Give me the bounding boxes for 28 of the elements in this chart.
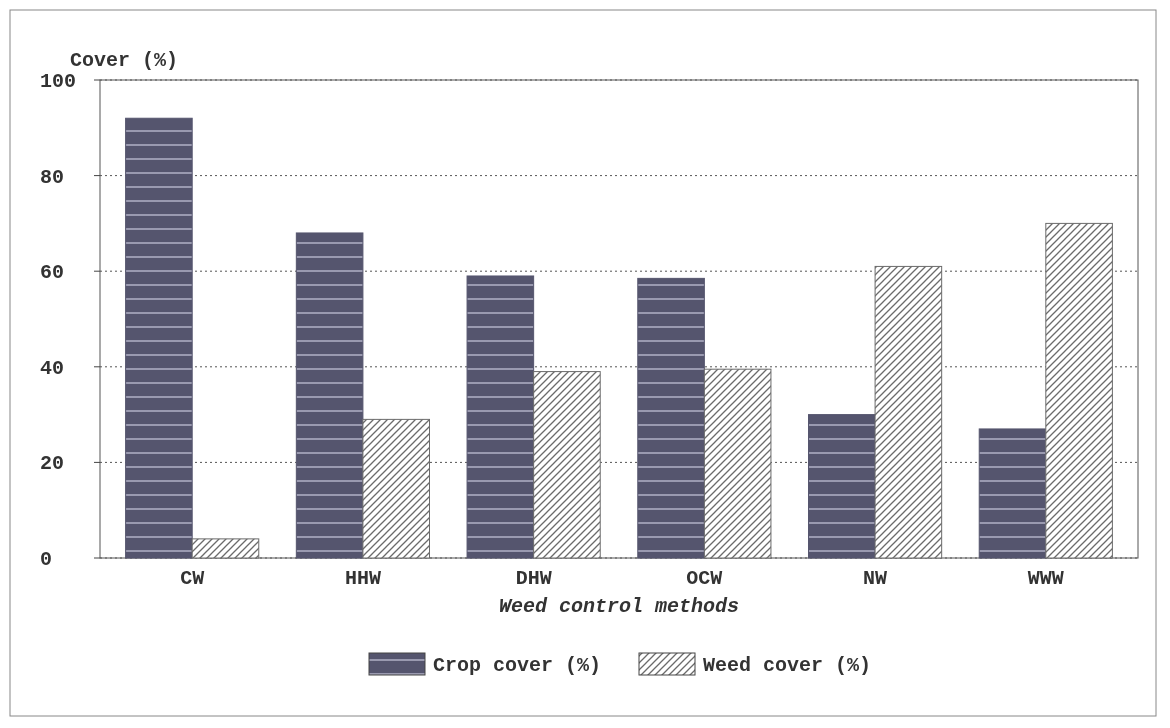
y-tick-label: 100 [40, 70, 77, 93]
y-axis-title: Cover (%) [70, 49, 179, 72]
y-tick-label: 0 [40, 548, 53, 571]
x-tick-label: CW [180, 567, 205, 590]
y-tick-label: 80 [40, 165, 65, 189]
x-tick-label: WWW [1027, 567, 1064, 590]
x-axis-title: Weed control methods [498, 595, 740, 618]
legend-label: Crop cover (%) [433, 654, 602, 677]
x-tick-label: DHW [515, 567, 552, 590]
bar [874, 265, 943, 559]
x-tick-label: NW [863, 567, 888, 590]
bar [533, 371, 601, 559]
x-tick-label: HHW [344, 567, 381, 590]
bar [703, 368, 772, 559]
bar [125, 117, 193, 559]
bar [637, 277, 705, 559]
bar [466, 275, 535, 559]
bar [191, 538, 260, 559]
x-tick-label: OCW [686, 567, 723, 590]
bar [978, 428, 1047, 559]
bar [1045, 222, 1113, 559]
y-tick-label: 20 [40, 452, 65, 476]
bar [808, 414, 876, 559]
y-tick-label: 40 [40, 356, 65, 380]
legend-label: Weed cover (%) [703, 654, 872, 677]
bar [362, 418, 430, 559]
bar [295, 232, 364, 559]
y-tick-label: 60 [40, 261, 65, 285]
